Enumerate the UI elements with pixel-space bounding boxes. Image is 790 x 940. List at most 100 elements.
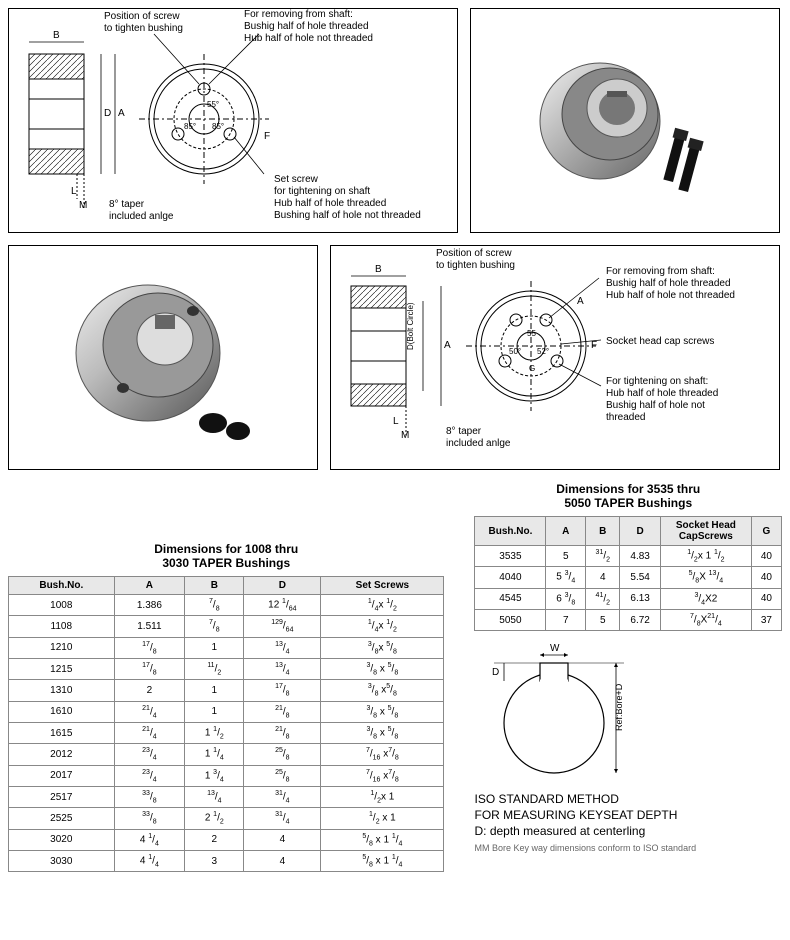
diagram2-svg: B D(Bolt Circle) A L M bbox=[331, 246, 771, 456]
table1-col-header: B bbox=[185, 577, 244, 595]
table-cell: 25/8 bbox=[244, 744, 321, 765]
table-cell: 40 bbox=[751, 567, 781, 588]
table-cell: 21/8 bbox=[244, 722, 321, 743]
table-cell: 3 bbox=[185, 850, 244, 871]
table-cell: 17/8 bbox=[114, 637, 185, 658]
dim-D-key: D bbox=[492, 667, 499, 678]
tables-row: Dimensions for 1008 thru 3030 TAPER Bush… bbox=[8, 482, 782, 872]
table-cell: 1 bbox=[185, 701, 244, 722]
table-cell: 23/4 bbox=[114, 765, 185, 786]
table-cell: 5 bbox=[586, 609, 620, 630]
table-row: 13102117/83/8 x5/8 bbox=[9, 680, 444, 701]
keyseat-caption: ISO STANDARD METHOD FOR MEASURING KEYSEA… bbox=[474, 792, 782, 839]
table-cell: 2525 bbox=[9, 808, 115, 829]
table-cell: 129/64 bbox=[244, 616, 321, 637]
right-col: Dimensions for 3535 thru 5050 TAPER Bush… bbox=[474, 482, 782, 853]
keyseat-line2: FOR MEASURING KEYSEAT DEPTH bbox=[474, 808, 782, 824]
table2-col-header: B bbox=[586, 517, 620, 546]
table-cell: 1/4x 1/2 bbox=[321, 616, 444, 637]
diagram-panel-1: Position of screw to tighten bushing For… bbox=[8, 8, 458, 233]
dim-D-1: D bbox=[104, 108, 111, 119]
table-cell: 2017 bbox=[9, 765, 115, 786]
table-cell: 40 bbox=[751, 588, 781, 609]
dim-F-1: F bbox=[264, 131, 270, 142]
dim-B-1: B bbox=[53, 30, 60, 41]
table-cell: 4 bbox=[586, 567, 620, 588]
table-row: 161021/4121/83/8 x 5/8 bbox=[9, 701, 444, 722]
table2-title: Dimensions for 3535 thru 5050 TAPER Bush… bbox=[474, 482, 782, 510]
table-row: 11081.5117/8129/641/4x 1/2 bbox=[9, 616, 444, 637]
table-cell: 13/4 bbox=[244, 658, 321, 679]
bushing-photo-1 bbox=[525, 36, 725, 206]
table-cell: 3535 bbox=[475, 546, 546, 567]
table-cell: 3/8 x 5/8 bbox=[321, 722, 444, 743]
table-cell: 5.54 bbox=[620, 567, 660, 588]
table2-col-header: A bbox=[546, 517, 586, 546]
svg-text:55°: 55° bbox=[207, 100, 219, 109]
table1-col-header: Set Screws bbox=[321, 577, 444, 595]
table-cell: 40 bbox=[751, 546, 781, 567]
dim-W: W bbox=[550, 643, 560, 654]
table-cell: 7/16 x7/8 bbox=[321, 765, 444, 786]
dim-A-1: A bbox=[118, 108, 125, 119]
table1: Bush.No.ABDSet Screws 10081.3867/812 1/6… bbox=[8, 576, 444, 872]
table-cell: 7/8X21/4 bbox=[660, 609, 751, 630]
keyseat-block: W D Ref:Bore+D ISO STANDARD METHOD FOR M… bbox=[474, 643, 782, 853]
table-cell: 7 bbox=[546, 609, 586, 630]
table-row: 201223/41 1/425/87/16 x7/8 bbox=[9, 744, 444, 765]
table-row: 121517/811/213/43/8 x 5/8 bbox=[9, 658, 444, 679]
dim-A-2: A bbox=[444, 340, 451, 351]
table-cell: 3030 bbox=[9, 850, 115, 871]
svg-text:50°: 50° bbox=[509, 347, 521, 356]
dim-L-1: L bbox=[71, 186, 77, 197]
table-cell: 1.386 bbox=[114, 595, 185, 616]
table-cell: 33/8 bbox=[114, 786, 185, 807]
table-row: 10081.3867/812 1/641/4x 1/2 bbox=[9, 595, 444, 616]
table-cell: 3/4X2 bbox=[660, 588, 751, 609]
table-cell: 13/4 bbox=[244, 637, 321, 658]
table-cell: 1615 bbox=[9, 722, 115, 743]
table-cell: 1610 bbox=[9, 701, 115, 722]
table-cell: 3/8 x 5/8 bbox=[321, 658, 444, 679]
table-cell: 3020 bbox=[9, 829, 115, 850]
table-cell: 1/2 x 1 bbox=[321, 808, 444, 829]
keyseat-svg: W D Ref:Bore+D bbox=[474, 643, 654, 783]
table-cell: 5050 bbox=[475, 609, 546, 630]
dim-M-1: M bbox=[79, 200, 87, 211]
table-cell: 13/4 bbox=[185, 786, 244, 807]
table2-block: Dimensions for 3535 thru 5050 TAPER Bush… bbox=[474, 482, 782, 631]
table-cell: 1.511 bbox=[114, 616, 185, 637]
svg-text:52°: 52° bbox=[537, 347, 549, 356]
svg-text:85°: 85° bbox=[184, 122, 196, 131]
table-row: 45456 3/841/26.133/4X240 bbox=[475, 588, 782, 609]
table-cell: 3/8 x5/8 bbox=[321, 680, 444, 701]
keyseat-line1: ISO STANDARD METHOD bbox=[474, 792, 782, 808]
table-cell: 21/4 bbox=[114, 701, 185, 722]
table-cell: 5/8X 13/4 bbox=[660, 567, 751, 588]
table-cell: 1210 bbox=[9, 637, 115, 658]
table-cell: 2 bbox=[185, 829, 244, 850]
table-cell: 1 1/4 bbox=[185, 744, 244, 765]
table-cell: 17/8 bbox=[114, 658, 185, 679]
table-cell: 4 bbox=[244, 829, 321, 850]
table-cell: 5 3/4 bbox=[546, 567, 586, 588]
table-row: 3535531/24.831/2x 1 1/240 bbox=[475, 546, 782, 567]
table1-title: Dimensions for 1008 thru 3030 TAPER Bush… bbox=[8, 542, 444, 570]
table2-col-header: D bbox=[620, 517, 660, 546]
table-cell: 41/2 bbox=[586, 588, 620, 609]
table-cell: 1215 bbox=[9, 658, 115, 679]
table-row: 30204 1/4245/8 x 1 1/4 bbox=[9, 829, 444, 850]
table1-block: Dimensions for 1008 thru 3030 TAPER Bush… bbox=[8, 542, 444, 872]
table-cell: 2012 bbox=[9, 744, 115, 765]
table2: Bush.No.ABDSocket Head CapScrewsG 353553… bbox=[474, 516, 782, 631]
table-cell: 4 bbox=[244, 850, 321, 871]
label-ref: Ref:Bore+D bbox=[614, 684, 624, 732]
table-cell: 4 1/4 bbox=[114, 829, 185, 850]
svg-text:D(Bolt Circle): D(Bolt Circle) bbox=[406, 302, 415, 350]
table2-col-header: G bbox=[751, 517, 781, 546]
table-cell: 6 3/8 bbox=[546, 588, 586, 609]
table-row: 251733/813/431/41/2x 1 bbox=[9, 786, 444, 807]
diagram1-svg: B D A L M bbox=[9, 9, 449, 219]
table-cell: 4545 bbox=[475, 588, 546, 609]
table-cell: 37 bbox=[751, 609, 781, 630]
